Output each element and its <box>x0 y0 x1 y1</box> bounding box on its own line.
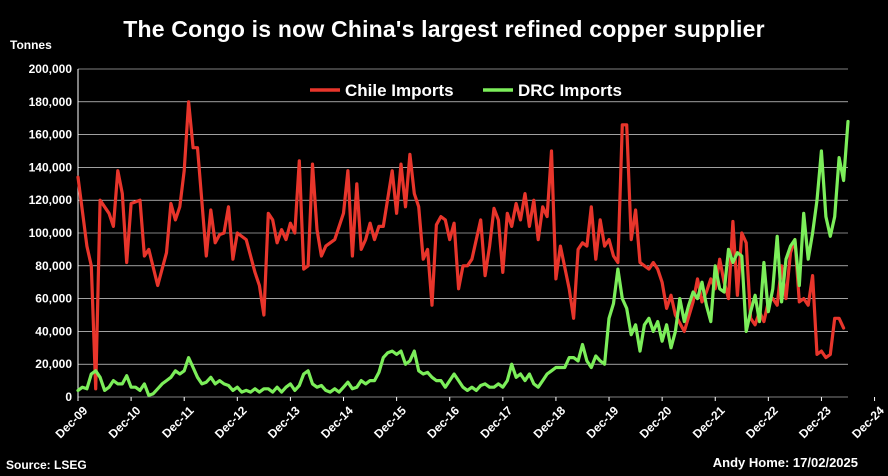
y-tick-label: 180,000 <box>29 95 73 109</box>
y-axis-ticks: 0 20,000 40,000 60,000 80,000 100,000 120,000 1… <box>29 62 73 404</box>
source-note: Source: LSEG <box>6 458 87 472</box>
y-tick-label: 0 <box>65 390 72 404</box>
y-tick-label: 140,000 <box>29 160 73 174</box>
x-tick-label: Dec-20 <box>637 403 675 441</box>
x-tick-label: Dec-22 <box>743 403 781 441</box>
x-tick-label: Dec-16 <box>424 403 462 441</box>
y-tick-label: 20,000 <box>35 357 72 371</box>
x-tick-label: Dec-15 <box>371 403 409 441</box>
x-axis-ticks: Dec-09 Dec-10 Dec-11 Dec-12 Dec-13 Dec-14 Dec-… <box>53 397 887 441</box>
y-tick-label: 80,000 <box>35 259 72 273</box>
x-tick-label: Dec-11 <box>159 403 196 440</box>
legend-label: Chile Imports <box>345 81 454 100</box>
x-tick-label: Dec-13 <box>265 403 303 441</box>
x-tick-label: Dec-23 <box>796 403 834 441</box>
series-lines <box>76 100 850 397</box>
y-tick-label: 160,000 <box>29 128 73 142</box>
x-tick-label: Dec-10 <box>106 403 144 441</box>
chile-imports-line <box>76 100 846 391</box>
chart-title: The Congo is now China's largest refined… <box>123 16 765 42</box>
y-axis-unit-label: Tonnes <box>10 38 52 52</box>
x-tick-label: Dec-18 <box>531 403 569 441</box>
x-tick-label: Dec-24 <box>849 403 887 441</box>
y-tick-label: 200,000 <box>29 62 73 76</box>
x-tick-label: Dec-09 <box>53 403 91 441</box>
drc-imports-line <box>76 119 850 397</box>
x-tick-label: Dec-17 <box>477 403 515 441</box>
y-tick-label: 40,000 <box>35 324 72 338</box>
legend-label: DRC Imports <box>518 81 622 100</box>
author-credit: Andy Home: 17/02/2025 <box>712 455 858 470</box>
y-tick-label: 120,000 <box>29 193 73 207</box>
y-tick-label: 100,000 <box>29 226 73 240</box>
x-tick-label: Dec-14 <box>318 403 356 441</box>
gridlines <box>77 68 848 398</box>
x-tick-label: Dec-19 <box>584 403 622 441</box>
x-tick-label: Dec-12 <box>212 403 250 441</box>
x-tick-label: Dec-21 <box>690 403 728 441</box>
y-tick-label: 60,000 <box>35 292 72 306</box>
legend: Chile Imports DRC Imports <box>310 81 622 100</box>
